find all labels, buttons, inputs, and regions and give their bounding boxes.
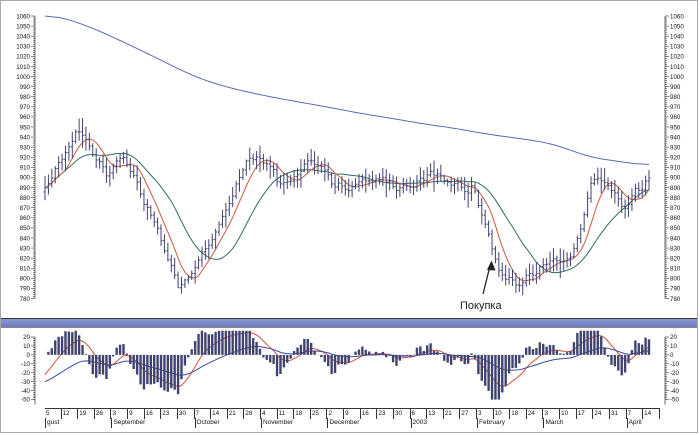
svg-text:10: 10 (23, 343, 30, 350)
svg-text:-20: -20 (670, 370, 680, 377)
svg-text:-40: -40 (670, 388, 680, 395)
svg-text:-30: -30 (670, 379, 680, 386)
svg-text:-50: -50 (21, 397, 31, 404)
svg-text:-50: -50 (670, 397, 680, 404)
svg-text:-30: -30 (21, 379, 31, 386)
svg-text:0: 0 (27, 352, 31, 359)
svg-text:0: 0 (670, 352, 674, 359)
svg-text:20: 20 (23, 334, 30, 341)
svg-text:20: 20 (670, 334, 677, 341)
svg-text:-40: -40 (21, 388, 31, 395)
svg-text:-20: -20 (21, 370, 31, 377)
svg-text:10: 10 (670, 343, 677, 350)
svg-text:-10: -10 (21, 361, 31, 368)
svg-text:-10: -10 (670, 361, 680, 368)
